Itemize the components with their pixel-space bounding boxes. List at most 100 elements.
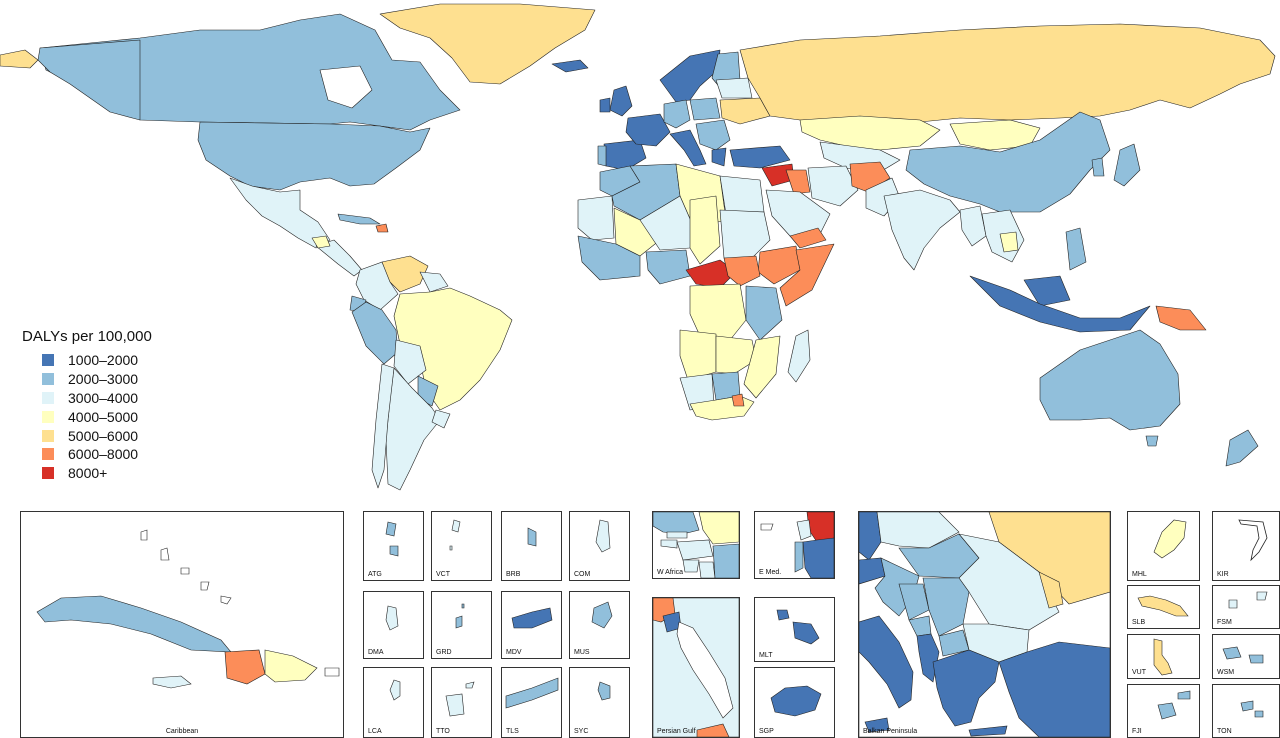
island-shape [505,677,559,709]
wafrica-guinea-bissau [660,539,678,549]
inset-sgp: SGP [754,667,835,738]
balkan-crete [968,725,1008,737]
inset-tls: TLS [501,667,562,738]
inset-label: Balkan Peninsula [863,728,918,735]
caribbean-dominican [264,649,318,683]
island-shape [385,605,399,631]
inset-label: KIR [1217,571,1229,578]
legend-label: 8000+ [68,465,108,482]
region-china [905,111,1111,213]
region-balkans [695,119,731,151]
island-shape [385,521,399,557]
region-png [1155,305,1207,331]
region-hudson-bay [319,65,373,109]
region-malaysia [1023,275,1071,307]
region-paraguay [417,375,439,407]
region-ireland [599,97,611,113]
map-legend: DALYs per 100,000 1000–2000 2000–3000 30… [22,328,152,483]
inset-label: DMA [368,649,384,656]
legend-item: 6000–8000 [22,445,152,464]
legend-item: 4000–5000 [22,407,152,426]
island-shape [445,681,475,717]
region-madagascar [787,329,811,383]
region-australia [1039,329,1181,431]
inset-label: TTO [436,728,450,735]
legend-item: 5000–6000 [22,426,152,445]
inset-kir: KIR [1212,511,1280,581]
island-shape [527,527,537,547]
inset-mlt: MLT [754,597,835,662]
island-shape [455,603,465,629]
region-mozambique [743,335,781,399]
legend-swatch [42,354,54,367]
inset-atg: ATG [363,511,424,581]
region-mexico [229,177,331,249]
region-somalia [779,243,835,307]
emed-syria [806,512,834,543]
region-car [685,259,737,289]
island-shape [1222,646,1264,664]
region-angola [679,329,717,381]
caribbean-bahamas [140,529,232,605]
region-iran [807,165,859,207]
region-italy [669,129,707,167]
balkan-kosovo-albania [916,633,940,683]
region-haiti [375,223,389,233]
island-shape [597,681,611,701]
island-shape [776,609,820,645]
region-usa [197,121,431,191]
legend-label: 1000–2000 [68,352,139,369]
region-mali [613,207,661,257]
inset-label: COM [574,571,591,578]
emed-jordan [802,537,834,578]
caribbean-map [36,529,340,689]
region-zambia [715,335,757,375]
region-guyana [419,271,449,293]
region-myanmar [959,205,987,247]
inset-slb: SLB [1127,585,1200,629]
balkan-turkey [998,641,1110,737]
island-shape [1240,700,1264,718]
legend-swatch [42,410,54,423]
inset-label: MHL [1132,571,1147,578]
island-shape [389,679,401,701]
region-france [625,113,671,147]
emed-cyprus [760,523,774,531]
region-russia [739,23,1276,125]
legend-label: 4000–5000 [68,408,139,425]
balkan-austria [859,512,882,561]
region-ukraine [719,97,771,125]
balkan-sicily [864,717,890,733]
region-turkey [729,145,791,169]
region-cuba [337,213,381,225]
inset-com: COM [569,511,630,581]
wafrica-senegal [653,512,700,535]
inset-label: ATG [368,571,382,578]
inset-label: E Med. [759,569,782,576]
region-russia-west-fragment [0,49,39,69]
island-shape [1228,591,1268,609]
legend-label: 6000–8000 [68,446,139,463]
inset-label: SYC [574,728,589,735]
region-new-zealand [1225,429,1259,467]
inset-caribbean: Caribbean [20,511,344,738]
region-yemen [789,227,827,249]
island-shape [595,519,611,553]
region-iraq [785,169,811,195]
inset-e-med: E Med. [754,511,835,579]
wafrica-ivory-coast [712,543,739,578]
island-shape [1238,519,1268,562]
region-india [883,189,961,271]
gulf-oman [696,723,730,737]
inset-label: TLS [506,728,519,735]
region-indonesia [969,275,1151,333]
region-portugal [597,145,607,167]
island-shape [1153,519,1187,559]
island-shape [770,685,822,717]
legend-swatch [42,448,54,461]
inset-grd: GRD [431,591,492,659]
inset-label: MLT [759,652,773,659]
legend-swatch [42,391,54,404]
inset-label: SGP [759,728,774,735]
inset-label: MUS [574,649,590,656]
